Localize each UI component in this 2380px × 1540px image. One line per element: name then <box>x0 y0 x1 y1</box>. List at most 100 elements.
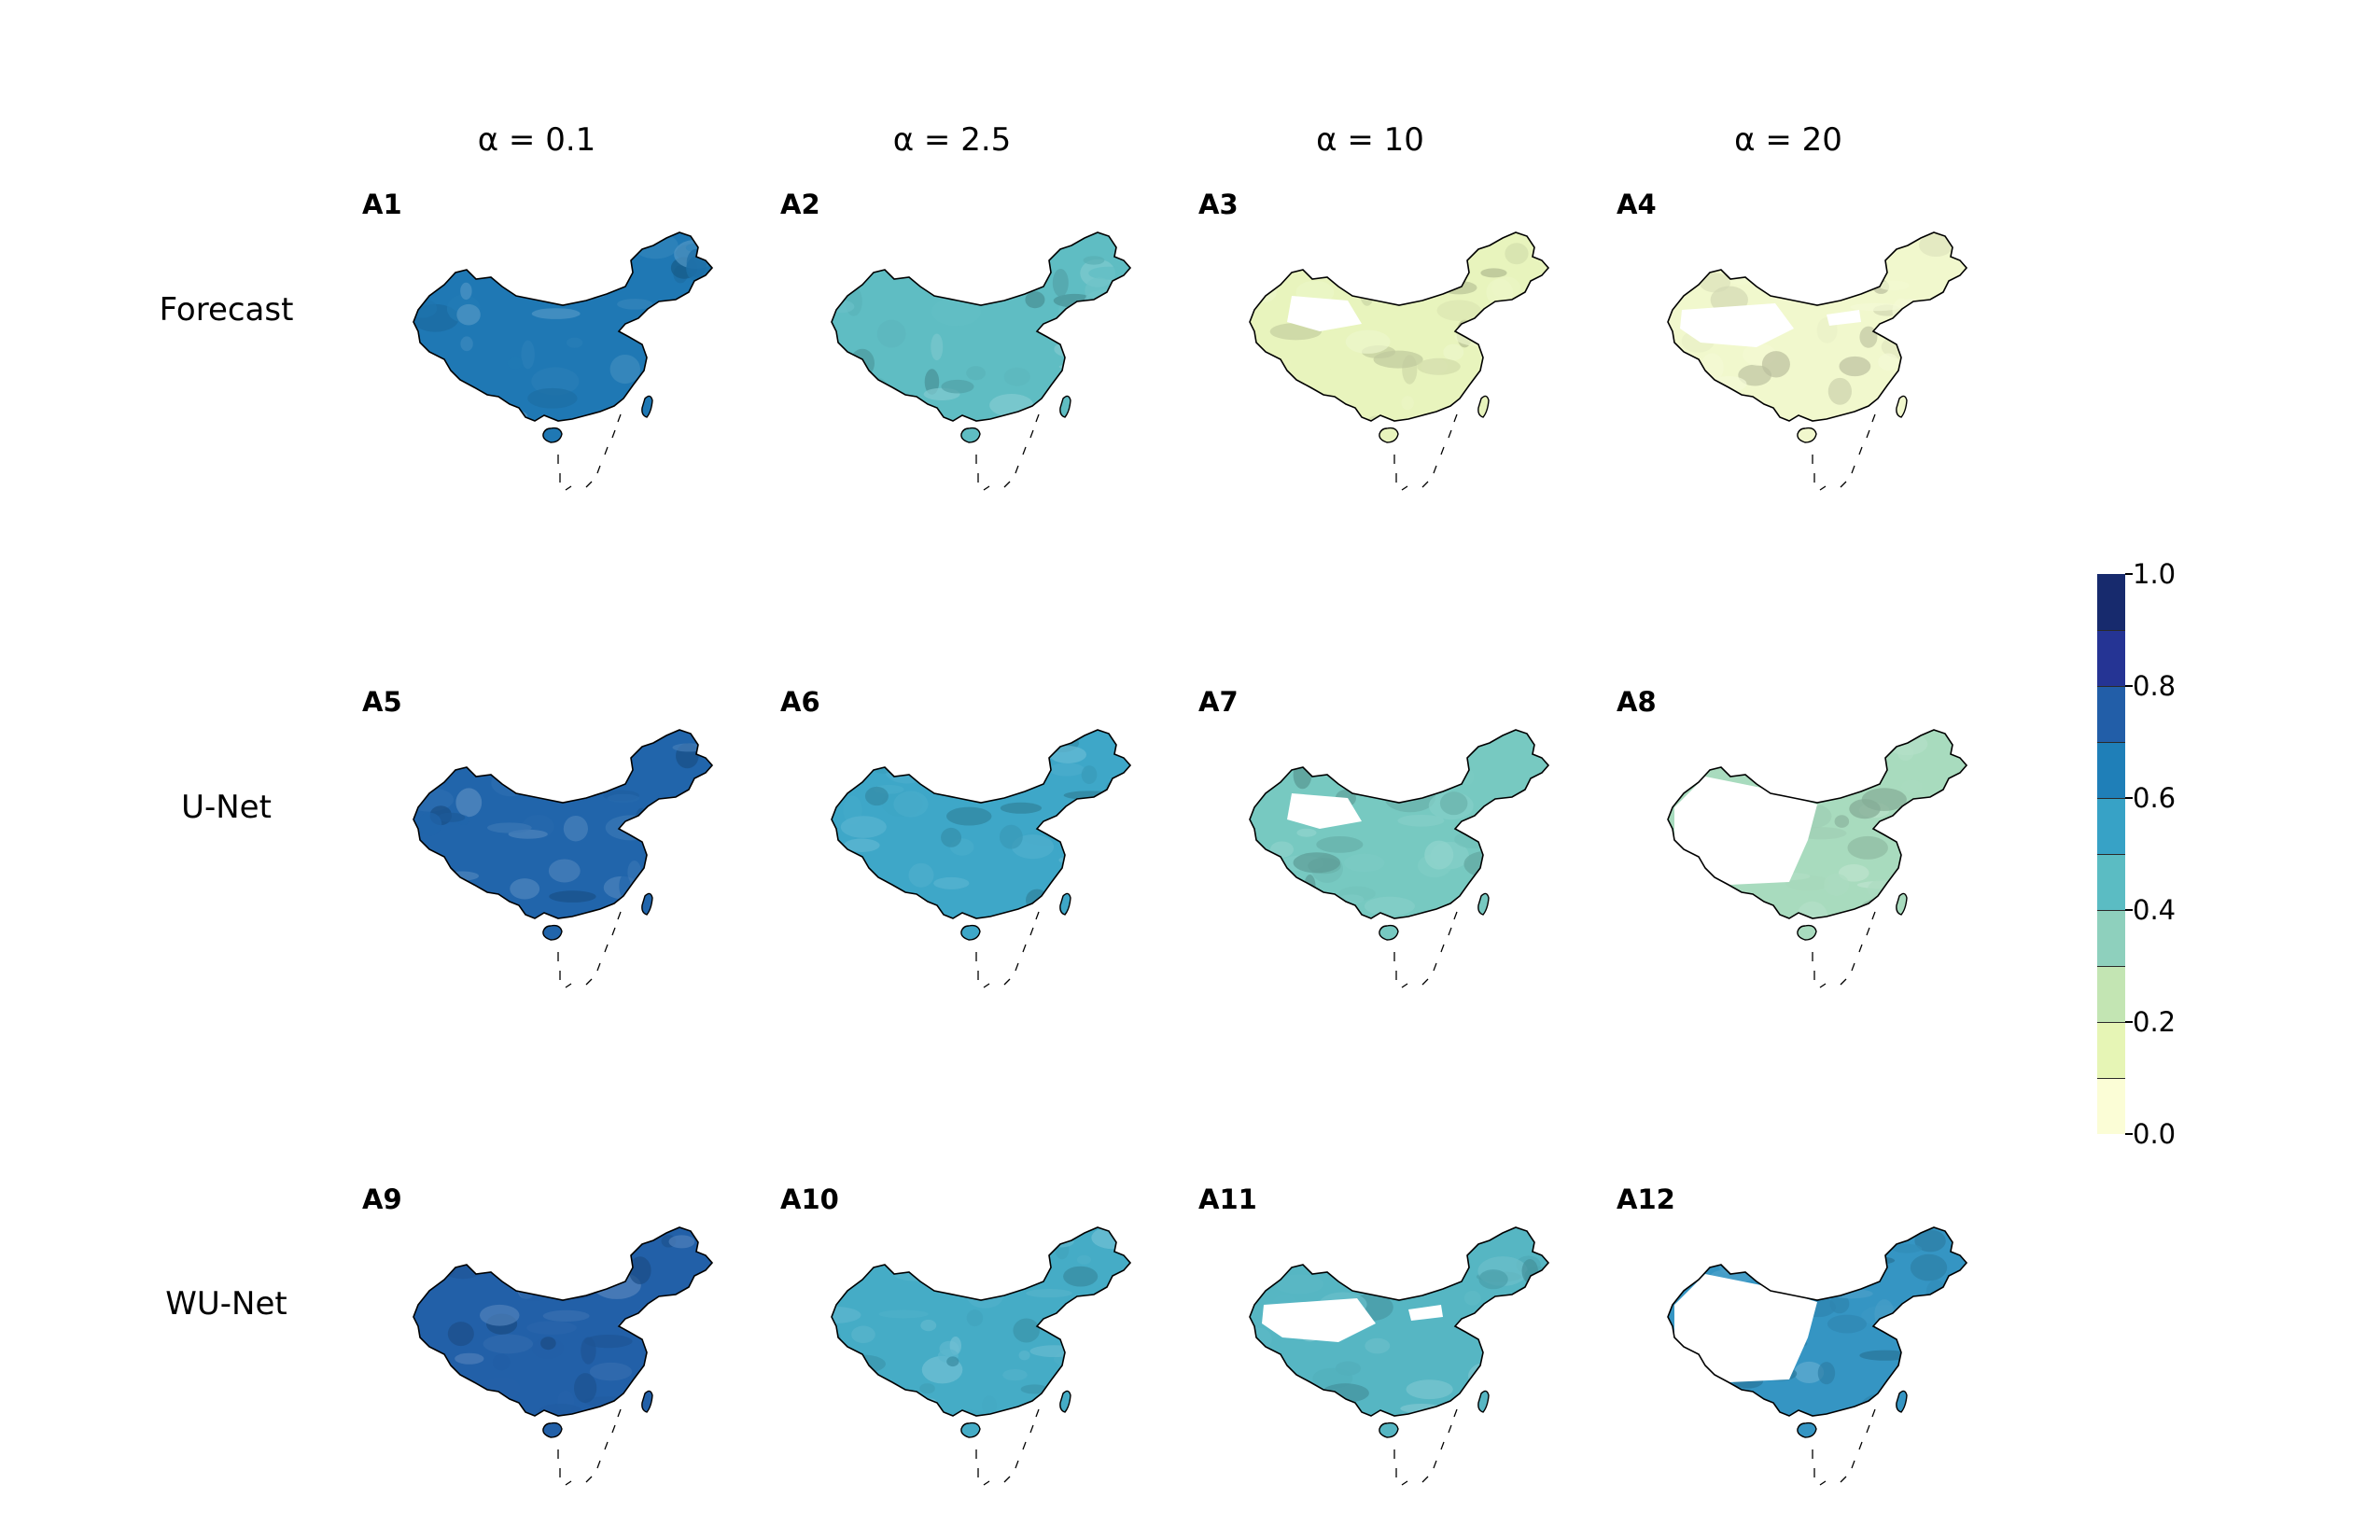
china-map-A7 <box>1249 729 1550 988</box>
nine-dash-line-segment <box>1433 962 1437 972</box>
no-data-area <box>1674 1274 1817 1382</box>
texture-blob <box>1478 1269 1508 1290</box>
texture-blob <box>1859 1350 1911 1361</box>
texture-blob <box>1423 1227 1440 1241</box>
texture-blob <box>1316 836 1364 853</box>
nine-dash-line-segment <box>1858 446 1863 455</box>
texture-blob <box>1878 353 1899 371</box>
texture-blob <box>478 757 502 774</box>
nine-dash-line-segment <box>1029 1424 1034 1434</box>
texture-blob <box>1515 1337 1533 1352</box>
texture-blob <box>531 308 581 319</box>
china-map-A8 <box>1667 729 1968 988</box>
hainan-island <box>1797 1421 1817 1438</box>
texture-blob <box>669 815 684 827</box>
nine-dash-line-segment <box>1433 1460 1437 1469</box>
texture-blob <box>832 730 863 742</box>
texture-blob <box>1048 763 1085 777</box>
texture-blob <box>1865 759 1882 770</box>
texture-blob <box>486 822 532 833</box>
texture-blob <box>931 297 981 327</box>
texture-blob <box>1296 828 1317 837</box>
texture-blob <box>526 1321 577 1336</box>
texture-blob <box>1755 1257 1788 1277</box>
texture-blob <box>957 257 986 284</box>
texture-blob <box>492 1353 511 1371</box>
texture-blob <box>999 422 1035 430</box>
nine-dash-line-segment <box>1851 465 1855 474</box>
texture-blob <box>878 1309 929 1319</box>
texture-blob <box>1400 1403 1443 1414</box>
texture-blob <box>455 1408 507 1416</box>
texture-blob <box>1424 840 1454 870</box>
texture-blob <box>1311 737 1327 746</box>
panel-label: A10 <box>780 1183 839 1215</box>
texture-blob <box>839 1354 886 1374</box>
taiwan-island <box>1059 395 1071 418</box>
panel-label: A7 <box>1198 686 1239 718</box>
nine-dash-line-segment <box>617 1408 622 1418</box>
texture-blob <box>1293 852 1340 874</box>
texture-blob <box>1049 746 1086 763</box>
nine-dash-line-segment <box>1448 927 1452 936</box>
map-panel-A2: A2 <box>780 189 1154 497</box>
texture-blob <box>832 377 874 386</box>
nine-dash-line-segment <box>1858 944 1863 953</box>
texture-blob <box>1505 243 1529 265</box>
map-panel-A6: A6 <box>780 686 1154 994</box>
texture-blob <box>1359 278 1375 306</box>
texture-blob <box>538 1404 582 1416</box>
map-panel-A11: A11 <box>1198 1183 1572 1491</box>
texture-blob <box>1401 396 1414 411</box>
texture-blob <box>1903 306 1946 321</box>
texture-blob <box>473 244 494 261</box>
hainan-island <box>542 1421 563 1438</box>
texture-blob <box>1407 1227 1430 1242</box>
colorbar-tick-label: 0.2 <box>2133 1006 2177 1038</box>
texture-blob <box>434 1385 483 1413</box>
nine-dash-line-segment <box>1022 1441 1027 1450</box>
no-data-area <box>1674 777 1817 885</box>
texture-blob <box>460 336 473 352</box>
texture-blob <box>1924 1382 1962 1412</box>
texture-blob <box>1436 300 1481 321</box>
texture-blob <box>866 745 900 774</box>
nine-dash-line-segment <box>596 962 601 972</box>
colorbar-tick-mark <box>2125 573 2133 575</box>
texture-blob <box>920 1319 937 1332</box>
texture-blob <box>1309 913 1344 918</box>
texture-blob <box>455 788 483 818</box>
texture-blob <box>628 1256 651 1284</box>
texture-blob <box>548 859 581 883</box>
no-data-area <box>1680 303 1794 347</box>
texture-blob <box>413 1227 458 1248</box>
country-outline <box>413 729 714 919</box>
texture-blob <box>1338 1259 1372 1281</box>
texture-blob <box>1480 268 1507 278</box>
colorbar-segment <box>2097 686 2125 742</box>
texture-blob <box>864 786 889 806</box>
texture-blob <box>838 1227 876 1241</box>
texture-blob <box>663 386 712 407</box>
texture-blob <box>1253 280 1277 302</box>
no-data-area <box>1287 296 1362 331</box>
texture-blob <box>439 1250 486 1280</box>
texture-blob <box>1486 278 1514 306</box>
texture-blob <box>1840 259 1855 285</box>
colorbar-segment <box>2097 1078 2125 1134</box>
texture-blob <box>491 769 531 797</box>
texture-blob <box>1499 390 1540 399</box>
nine-dash-line-segment <box>1421 1476 1429 1483</box>
nine-dash-line-segment <box>1840 1476 1847 1483</box>
nine-dash-line-segment <box>1819 485 1827 491</box>
nine-dash-line-segment <box>1029 429 1034 439</box>
row-label-wunet: WU-Net <box>165 1285 287 1323</box>
nine-dash-line-segment <box>1003 481 1011 488</box>
texture-blob <box>670 882 689 904</box>
texture-blob <box>1850 302 1902 312</box>
texture-blob <box>1423 730 1456 748</box>
texture-blob <box>1942 1331 1967 1358</box>
texture-blob <box>1827 1314 1868 1334</box>
texture-blob <box>693 299 709 312</box>
taiwan-island <box>641 892 653 916</box>
